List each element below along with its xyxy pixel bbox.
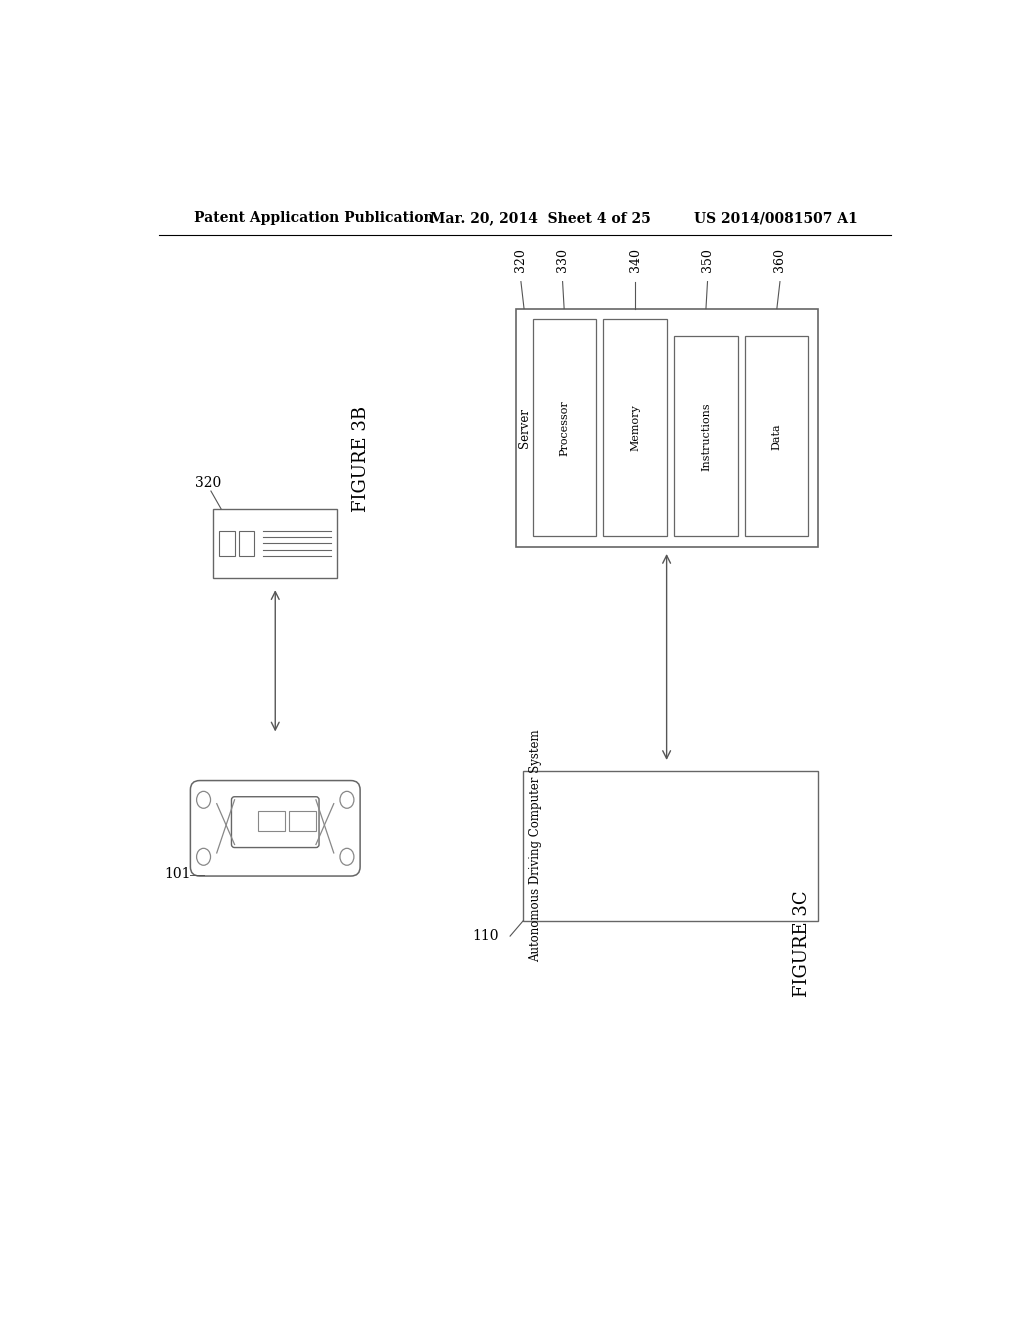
Text: Server: Server	[517, 408, 530, 447]
Text: 320: 320	[195, 477, 221, 490]
Text: Data: Data	[772, 422, 782, 450]
Text: Memory: Memory	[630, 404, 640, 451]
Text: US 2014/0081507 A1: US 2014/0081507 A1	[693, 211, 857, 226]
Bar	[213, 508, 337, 578]
FancyBboxPatch shape	[190, 780, 360, 876]
Text: 340: 340	[629, 248, 642, 272]
Ellipse shape	[340, 792, 354, 808]
Ellipse shape	[197, 849, 211, 866]
FancyBboxPatch shape	[231, 797, 319, 847]
Text: Processor: Processor	[559, 400, 569, 455]
Text: Mar. 20, 2014  Sheet 4 of 25: Mar. 20, 2014 Sheet 4 of 25	[430, 211, 651, 226]
Bar	[289, 812, 315, 832]
Text: 320: 320	[514, 248, 527, 272]
Text: Patent Application Publication: Patent Application Publication	[194, 211, 433, 226]
Text: FIGURE 3B: FIGURE 3B	[351, 405, 370, 512]
Text: 110: 110	[472, 929, 499, 942]
Bar	[532, 319, 596, 536]
Text: Instructions: Instructions	[701, 403, 711, 471]
Text: 101: 101	[165, 867, 191, 882]
Bar	[745, 337, 809, 536]
Bar	[603, 319, 667, 536]
Bar	[258, 812, 285, 832]
Bar	[675, 337, 737, 536]
Bar	[515, 309, 818, 548]
Text: 330: 330	[556, 248, 569, 272]
Bar	[523, 771, 818, 921]
Ellipse shape	[340, 849, 354, 866]
Text: FIGURE 3C: FIGURE 3C	[794, 891, 811, 997]
Bar	[219, 531, 234, 556]
Text: Autonomous Driving Computer System: Autonomous Driving Computer System	[529, 730, 542, 962]
Text: 360: 360	[773, 248, 786, 272]
Bar	[239, 531, 254, 556]
Text: 350: 350	[701, 248, 714, 272]
Ellipse shape	[197, 792, 211, 808]
